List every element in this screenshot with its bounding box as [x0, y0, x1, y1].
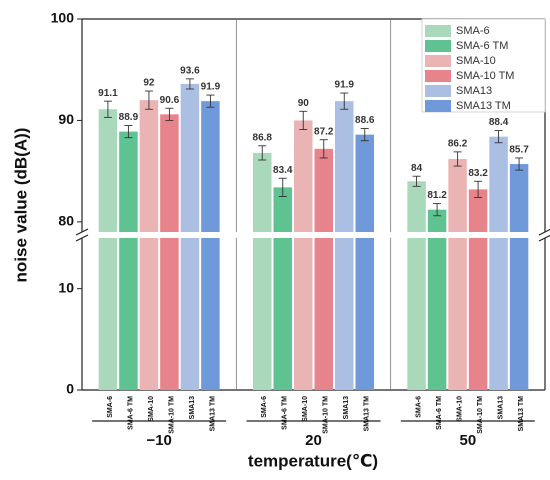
y-tick-label: 90 — [58, 111, 74, 127]
data-label: 86.8 — [253, 132, 273, 143]
bar — [335, 238, 354, 390]
data-label: 83.4 — [273, 165, 293, 176]
bar — [139, 100, 159, 233]
data-label: 85.7 — [509, 145, 529, 156]
group-label: 20 — [305, 432, 322, 449]
data-label: 93.6 — [180, 65, 200, 76]
bar — [427, 209, 447, 232]
bar — [314, 238, 333, 390]
bar — [355, 238, 374, 390]
x-tick-label: SMA-6 — [107, 396, 114, 418]
bar — [160, 114, 179, 232]
data-label: 84 — [411, 163, 423, 174]
legend-swatch — [425, 40, 451, 52]
bar — [160, 238, 179, 390]
data-label: 88.4 — [489, 117, 509, 128]
x-tick-label: SMA-6 TM — [282, 396, 289, 430]
legend-label: SMA-10 TM — [456, 70, 514, 82]
data-label: 87.2 — [314, 126, 334, 137]
break-mark — [538, 228, 550, 236]
group-label: 50 — [459, 432, 476, 449]
data-label: 90 — [298, 98, 310, 109]
legend-swatch — [425, 70, 451, 82]
bar — [448, 238, 467, 390]
x-tick-label: SMA13 — [343, 396, 350, 419]
bar — [119, 238, 138, 390]
bar — [139, 238, 159, 390]
bar — [253, 238, 272, 390]
data-label: 91.1 — [98, 88, 118, 99]
bar — [489, 238, 508, 390]
legend-label: SMA-6 — [456, 25, 490, 37]
x-tick-label: SMA-10 TM — [323, 396, 330, 434]
bar — [253, 152, 272, 232]
break-mark — [75, 234, 89, 242]
bar — [201, 238, 220, 390]
x-tick-label: SMA13 TM — [518, 396, 525, 432]
bar — [180, 83, 200, 233]
bar — [98, 238, 118, 390]
bar — [355, 134, 374, 232]
data-label: 81.2 — [427, 190, 447, 201]
x-axis-label: temperature(℃) — [248, 451, 378, 470]
bar — [273, 238, 292, 390]
legend-swatch — [425, 55, 451, 67]
bar — [489, 136, 508, 232]
break-mark — [538, 234, 550, 242]
x-tick-label: SMA-10 TM — [477, 396, 484, 434]
data-label: 90.6 — [160, 95, 180, 106]
bar — [509, 164, 529, 232]
bar — [273, 187, 292, 232]
data-label: 83.2 — [468, 168, 488, 179]
x-tick-label: SMA-10 — [456, 396, 463, 422]
x-tick-label: SMA-10 TM — [168, 396, 175, 434]
bar — [335, 101, 354, 233]
x-tick-label: SMA-6 TM — [127, 396, 134, 430]
x-tick-label: SMA13 — [189, 396, 196, 419]
legend-label: SMA-6 TM — [456, 40, 508, 52]
bar — [407, 238, 426, 390]
bar — [407, 181, 426, 232]
legend-swatch — [425, 85, 451, 97]
bar — [509, 238, 529, 390]
bar — [98, 109, 118, 232]
bar — [201, 101, 220, 233]
bar — [468, 238, 488, 390]
y-tick-label: 100 — [51, 10, 75, 26]
group-label: −10 — [146, 432, 171, 449]
bar — [448, 158, 467, 232]
legend-label: SMA13 TM — [456, 100, 511, 112]
x-tick-label: SMA-6 TM — [436, 396, 443, 430]
x-tick-label: SMA13 TM — [364, 396, 371, 432]
bar — [119, 131, 138, 232]
legend-label: SMA13 — [456, 85, 492, 97]
x-tick-label: SMA13 TM — [209, 396, 216, 432]
y-axis-label: noise value (dB(A)) — [11, 128, 30, 283]
x-tick-label: SMA-6 — [415, 396, 422, 418]
data-label: 88.6 — [355, 115, 375, 126]
bar — [427, 238, 447, 390]
bar — [180, 238, 200, 390]
legend-swatch — [425, 100, 451, 112]
break-mark — [75, 228, 89, 236]
y-tick-label: 80 — [58, 213, 74, 229]
x-tick-label: SMA-6 — [261, 396, 268, 418]
x-tick-label: SMA13 — [497, 396, 504, 419]
legend-swatch — [425, 25, 451, 37]
data-label: 91.9 — [335, 80, 355, 91]
x-tick-label: SMA-10 — [302, 396, 309, 422]
legend-label: SMA-10 — [456, 55, 496, 67]
data-label: 88.9 — [119, 112, 139, 123]
y-tick-label: 0 — [66, 381, 74, 397]
bar — [468, 189, 488, 232]
bar — [294, 120, 313, 232]
bar — [314, 148, 333, 232]
bar — [294, 238, 313, 390]
x-tick-label: SMA-10 — [148, 396, 155, 422]
data-label: 92 — [143, 78, 155, 89]
data-label: 86.2 — [448, 139, 468, 150]
data-label: 91.9 — [201, 82, 221, 93]
y-tick-label: 10 — [58, 279, 74, 295]
